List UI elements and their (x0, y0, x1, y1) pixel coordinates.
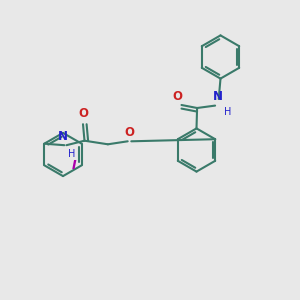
Text: I: I (72, 159, 76, 172)
Text: N: N (212, 90, 223, 103)
Text: H: H (224, 107, 232, 117)
Text: O: O (124, 126, 134, 139)
Text: O: O (172, 90, 182, 103)
Text: H: H (68, 149, 76, 159)
Text: N: N (58, 130, 68, 143)
Text: O: O (78, 107, 88, 120)
